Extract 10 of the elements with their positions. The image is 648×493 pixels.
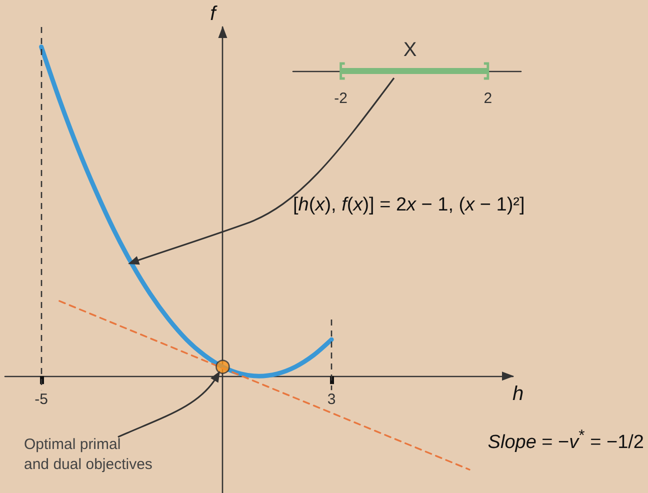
x-tick-label: 2 bbox=[484, 90, 492, 107]
x-tick-label: -2 bbox=[334, 90, 348, 107]
y-axis-title: f bbox=[210, 3, 218, 25]
text: [h(x), f(x)] = 2x − 1, (x − 1)²] bbox=[293, 194, 525, 216]
x-axis-title: h bbox=[512, 383, 524, 406]
chart-title: X bbox=[403, 39, 417, 61]
annotation: Slope = −v$^{*}$ = −1/2 bbox=[488, 426, 644, 455]
x-tick-label: 3 bbox=[327, 391, 336, 408]
x-tick-label: -5 bbox=[34, 391, 48, 408]
annotation: Optimal primal and dual objectives bbox=[24, 435, 152, 474]
